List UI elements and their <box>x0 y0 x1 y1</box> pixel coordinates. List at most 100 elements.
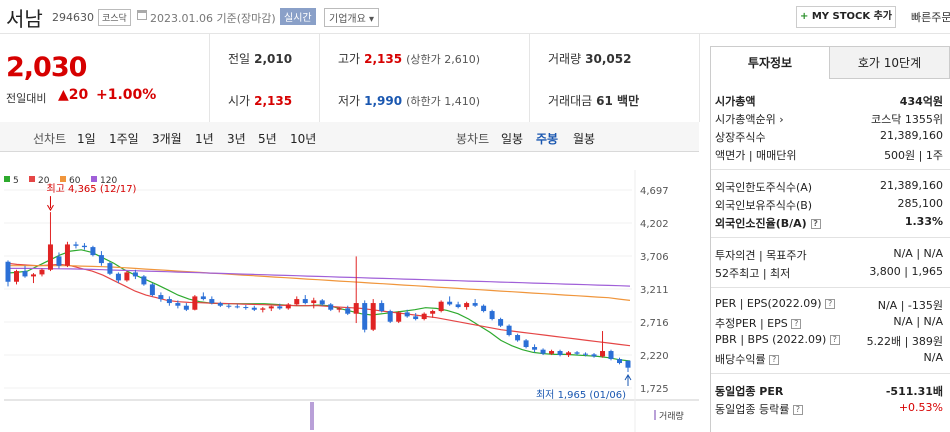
candle-body <box>438 301 444 312</box>
candle-body <box>251 307 257 310</box>
candle-body <box>319 300 325 305</box>
help-icon[interactable]: ? <box>825 299 836 309</box>
legend-swatch <box>4 176 10 182</box>
tab-monthly[interactable]: 월봉 <box>573 132 596 146</box>
candle-body <box>260 308 266 310</box>
candle-body <box>56 256 62 266</box>
candle-body <box>506 325 512 336</box>
upper-limit: (상한가 2,610) <box>406 53 480 66</box>
quick-order-link[interactable]: 빠른주문 <box>911 11 950 24</box>
foreign-ratio-label: 외국인소진율(B/A) ? <box>715 215 821 231</box>
candle-body <box>489 311 495 320</box>
candle-body <box>345 308 351 314</box>
tab-1day[interactable]: 1일 <box>77 132 96 146</box>
min-annotation: 최저 1,965 (01/06) <box>536 389 626 401</box>
stats-col-1: 전일 2,010 시가 2,135 <box>210 34 320 122</box>
info-icon[interactable]: › <box>779 113 784 126</box>
candle-body <box>107 263 113 274</box>
tab-1year[interactable]: 1년 <box>195 132 214 146</box>
foreign-limit-label: 외국인한도주식수(A) <box>715 181 813 194</box>
legend-swatch <box>91 176 97 182</box>
tab-3year[interactable]: 3년 <box>227 132 246 146</box>
candle-body <box>455 304 461 308</box>
tab-daily[interactable]: 일봉 <box>501 132 524 146</box>
candle-body <box>608 351 614 360</box>
volume-bar <box>310 402 314 430</box>
par-label: 액면가 | 매매단위 <box>715 149 797 162</box>
market-cap-value: 434억원 <box>899 95 943 108</box>
candle-body <box>515 335 521 341</box>
market-cap-rank-value: 코스닥 1355위 <box>871 113 943 126</box>
candle-body <box>421 313 427 320</box>
candle-body <box>617 359 623 364</box>
help-icon[interactable]: ? <box>810 219 821 229</box>
tab-5year[interactable]: 5년 <box>258 132 277 146</box>
candle-body <box>13 271 19 282</box>
candle-body <box>370 303 376 330</box>
market-cap-rank-label: 시가총액순위 › <box>715 113 784 126</box>
help-icon[interactable]: ? <box>792 405 803 415</box>
candle-body <box>549 351 555 354</box>
candle-body <box>481 305 487 312</box>
tab-invest-info[interactable]: 투자정보 <box>710 46 830 79</box>
max-annotation: 최고 4,365 (12/17) <box>46 183 136 195</box>
chart-period-tabs: 선차트 1일 1주일 3개월 1년 3년 5년 10년 봉차트 일봉 주봉 월봉 <box>0 122 699 152</box>
open-value: 2,135 <box>254 94 293 108</box>
legend-label: 20 <box>38 176 50 186</box>
volume-label: 거래량 <box>659 410 684 422</box>
help-icon[interactable]: ? <box>791 319 802 329</box>
candle-body <box>132 272 138 277</box>
stock-name: 서남 <box>6 7 43 31</box>
candle-body <box>430 311 436 314</box>
candle-body <box>209 299 215 304</box>
tab-weekly[interactable]: 주봉 <box>536 132 559 146</box>
plus-icon: + <box>799 11 809 22</box>
dividend-value: N/A <box>923 351 943 364</box>
candle-body <box>47 244 53 270</box>
divider <box>711 287 950 288</box>
help-icon[interactable]: ? <box>769 355 780 365</box>
prev-close-label: 전일 <box>228 52 251 66</box>
par-value: 500원 | 1주 <box>884 149 943 162</box>
stock-header: 서남 294630 코스닥 2023.01.06 기준(장마감) 실시간 기업개… <box>0 0 950 34</box>
line-chart-label: 선차트 <box>33 132 67 146</box>
candle-body <box>192 296 198 310</box>
realtime-button[interactable]: 실시간 <box>280 8 316 25</box>
volume-value: 30,052 <box>585 52 632 66</box>
per-label: PER | EPS(2022.09) ? <box>715 297 836 310</box>
pbr-value: 5.22배 | 389원 <box>866 335 943 348</box>
candle-body <box>600 351 606 357</box>
candle-body <box>566 352 572 356</box>
tab-1week[interactable]: 1주일 <box>109 132 139 146</box>
prev-close-value: 2,010 <box>254 52 293 66</box>
candle-body <box>591 354 597 357</box>
candle-body <box>464 303 470 308</box>
company-overview-dropdown[interactable]: 기업개요 ▾ <box>324 8 379 27</box>
candle-body <box>498 319 504 326</box>
candle-body <box>285 304 291 309</box>
amount-value: 61 백만 <box>596 94 640 108</box>
candle-body <box>625 360 631 368</box>
max-arrow-head <box>47 204 54 212</box>
add-mystock-button[interactable]: + MY STOCK 추가 <box>796 6 896 28</box>
divider <box>711 237 950 238</box>
candle-body <box>39 269 45 275</box>
tab-10year[interactable]: 10년 <box>290 132 317 146</box>
candle-body <box>81 245 87 248</box>
foreign-ratio-value: 1.33% <box>904 215 943 228</box>
candle-body <box>396 312 402 322</box>
tab-3month[interactable]: 3개월 <box>152 132 182 146</box>
candle-body <box>64 244 70 266</box>
candle-body <box>30 274 36 277</box>
candle-body <box>22 271 28 277</box>
calendar-icon <box>137 10 147 20</box>
y-tick-label: 4,697 <box>640 186 669 197</box>
ma20-line <box>5 262 631 347</box>
lower-limit: (하한가 1,410) <box>406 95 480 108</box>
candle-body <box>115 273 121 281</box>
help-icon[interactable]: ? <box>829 335 840 345</box>
tab-hoga-10[interactable]: 호가 10단계 <box>829 46 950 79</box>
y-tick-label: 2,716 <box>640 318 669 329</box>
price-panel: 2,030 전일대비 ▲20 +1.00% <box>0 34 210 122</box>
candle-body <box>226 305 232 307</box>
